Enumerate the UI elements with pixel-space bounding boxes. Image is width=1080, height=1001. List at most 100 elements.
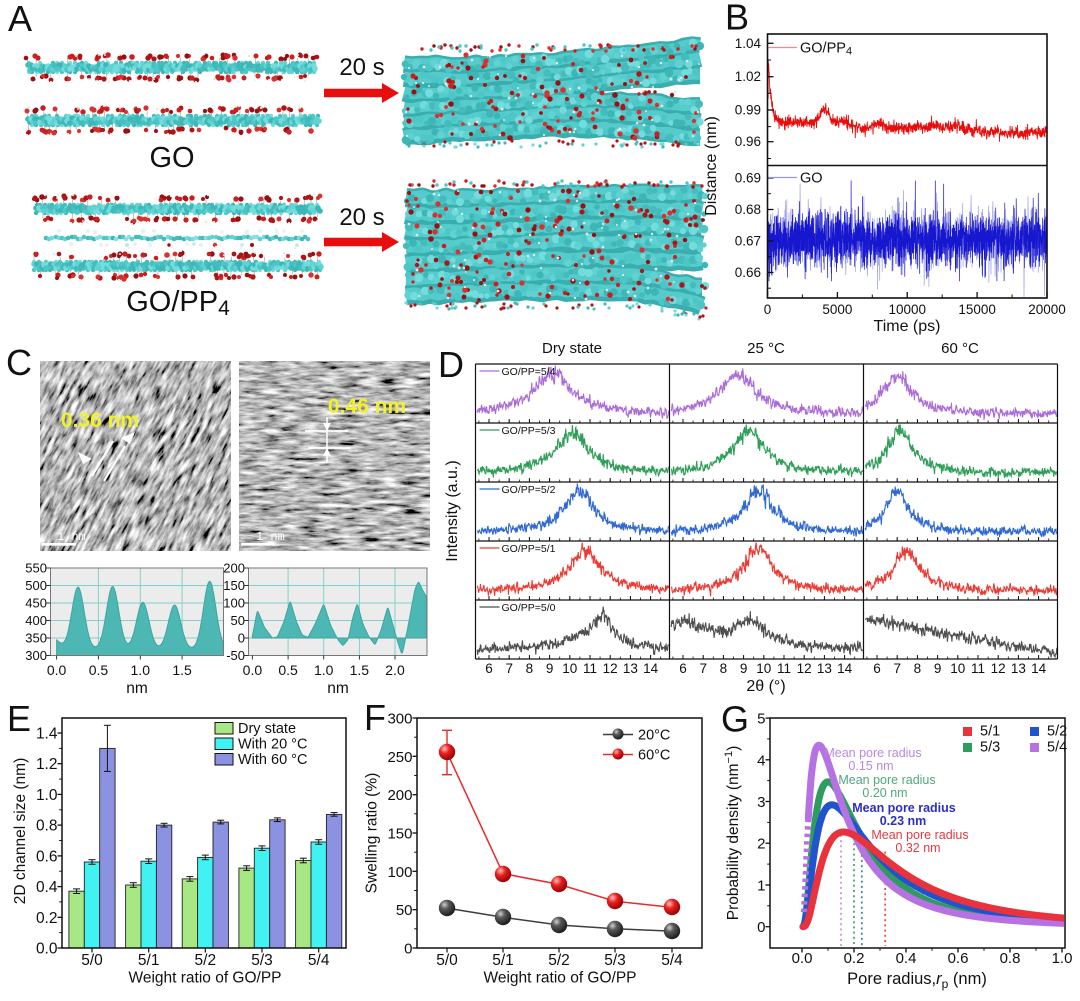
svg-text:GO/PP=5/4: GO/PP=5/4 bbox=[502, 366, 556, 378]
svg-text:14: 14 bbox=[643, 661, 659, 676]
svg-text:0.0: 0.0 bbox=[47, 662, 67, 678]
svg-text:F: F bbox=[364, 697, 386, 738]
svg-text:0: 0 bbox=[757, 919, 765, 936]
svg-text:20 s: 20 s bbox=[339, 204, 384, 231]
svg-text:10: 10 bbox=[562, 661, 577, 676]
svg-text:Swelling ratio (%): Swelling ratio (%) bbox=[364, 773, 381, 894]
svg-text:150: 150 bbox=[387, 826, 412, 843]
svg-text:13: 13 bbox=[1011, 661, 1026, 676]
svg-text:11: 11 bbox=[971, 661, 985, 676]
svg-text:9: 9 bbox=[934, 661, 942, 676]
svg-text:1.0: 1.0 bbox=[36, 787, 58, 804]
svg-text:7: 7 bbox=[505, 661, 513, 676]
svg-text:GO/PP=5/0: GO/PP=5/0 bbox=[502, 602, 556, 614]
svg-text:6: 6 bbox=[485, 661, 493, 676]
svg-text:E: E bbox=[7, 698, 31, 739]
svg-text:60°C: 60°C bbox=[638, 748, 670, 764]
svg-text:11: 11 bbox=[583, 661, 597, 676]
svg-text:300: 300 bbox=[25, 648, 47, 663]
svg-text:1: 1 bbox=[757, 877, 765, 894]
svg-text:2.0: 2.0 bbox=[385, 662, 405, 678]
svg-text:11: 11 bbox=[777, 661, 791, 676]
svg-text:0.0: 0.0 bbox=[36, 941, 58, 958]
svg-text:13: 13 bbox=[817, 661, 832, 676]
svg-text:0.99: 0.99 bbox=[735, 103, 761, 118]
svg-text:Weight ratio of GO/PP: Weight ratio of GO/PP bbox=[128, 970, 281, 987]
svg-text:400: 400 bbox=[25, 613, 47, 628]
svg-text:2: 2 bbox=[757, 836, 765, 853]
svg-text:1.2: 1.2 bbox=[36, 756, 58, 773]
svg-text:2θ (°): 2θ (°) bbox=[746, 678, 785, 695]
svg-text:0.2: 0.2 bbox=[844, 950, 865, 967]
svg-text:6: 6 bbox=[873, 661, 881, 676]
svg-text:0.15 nm: 0.15 nm bbox=[848, 759, 893, 773]
svg-text:0.23 nm: 0.23 nm bbox=[880, 814, 927, 828]
svg-text:14: 14 bbox=[837, 661, 853, 676]
svg-text:10: 10 bbox=[756, 661, 771, 676]
svg-text:5/1: 5/1 bbox=[138, 952, 160, 969]
svg-text:1.5: 1.5 bbox=[172, 662, 192, 678]
svg-text:2D channel size (nm): 2D channel size (nm) bbox=[12, 758, 29, 904]
svg-text:5/2: 5/2 bbox=[195, 952, 217, 969]
svg-text:7: 7 bbox=[699, 661, 707, 676]
svg-text:350: 350 bbox=[25, 631, 47, 646]
svg-text:1.04: 1.04 bbox=[735, 36, 762, 51]
svg-text:Time (ps): Time (ps) bbox=[874, 318, 941, 335]
svg-text:20 s: 20 s bbox=[339, 54, 384, 81]
svg-text:1.0: 1.0 bbox=[1052, 950, 1073, 967]
svg-text:50: 50 bbox=[231, 613, 245, 628]
svg-text:Pore radius,rp (nm): Pore radius,rp (nm) bbox=[847, 970, 987, 991]
svg-text:Dry state: Dry state bbox=[542, 340, 602, 357]
svg-text:0.4: 0.4 bbox=[36, 879, 58, 896]
svg-text:6: 6 bbox=[679, 661, 687, 676]
svg-text:0.0: 0.0 bbox=[792, 950, 813, 967]
svg-text:GO/PP4: GO/PP4 bbox=[800, 41, 852, 58]
svg-text:25 °C: 25 °C bbox=[747, 340, 785, 357]
svg-text:15000: 15000 bbox=[958, 302, 996, 317]
svg-text:1.0: 1.0 bbox=[314, 662, 334, 678]
svg-text:Mean pore radius: Mean pore radius bbox=[824, 746, 921, 760]
svg-text:Intensity (a.u.): Intensity (a.u.) bbox=[444, 460, 461, 561]
svg-text:150: 150 bbox=[223, 578, 245, 593]
svg-text:G: G bbox=[721, 699, 749, 740]
svg-text:Probability density (nm−1): Probability density (nm−1) bbox=[723, 746, 742, 921]
svg-text:0.32 nm: 0.32 nm bbox=[895, 841, 940, 855]
svg-text:0.20 nm: 0.20 nm bbox=[862, 786, 907, 800]
svg-text:5/0: 5/0 bbox=[81, 952, 103, 969]
svg-text:5/3: 5/3 bbox=[251, 952, 273, 969]
svg-text:1.02: 1.02 bbox=[735, 69, 761, 84]
svg-text:0.66: 0.66 bbox=[735, 265, 761, 280]
svg-text:Dry state: Dry state bbox=[238, 721, 296, 737]
svg-text:0.67: 0.67 bbox=[735, 234, 761, 249]
svg-text:550: 550 bbox=[25, 561, 47, 576]
svg-text:Mean pore radius: Mean pore radius bbox=[838, 773, 935, 787]
svg-text:1 nm: 1 nm bbox=[57, 530, 86, 544]
svg-text:0.6: 0.6 bbox=[36, 848, 58, 865]
svg-text:nm: nm bbox=[327, 680, 349, 697]
svg-text:Distance (nm): Distance (nm) bbox=[703, 116, 720, 216]
svg-text:1.0: 1.0 bbox=[131, 662, 151, 678]
svg-text:250: 250 bbox=[387, 749, 412, 766]
svg-text:0: 0 bbox=[404, 941, 412, 958]
svg-text:7: 7 bbox=[893, 661, 901, 676]
svg-text:With 20 °C: With 20 °C bbox=[238, 737, 307, 753]
svg-text:5/4: 5/4 bbox=[1047, 740, 1067, 756]
svg-text:5/0: 5/0 bbox=[436, 952, 458, 969]
svg-text:1.4: 1.4 bbox=[36, 726, 58, 743]
svg-text:5/2: 5/2 bbox=[548, 952, 570, 969]
svg-text:0.8: 0.8 bbox=[1000, 950, 1021, 967]
svg-text:5/4: 5/4 bbox=[308, 952, 330, 969]
svg-text:5/1: 5/1 bbox=[980, 724, 1000, 740]
svg-text:0: 0 bbox=[764, 302, 772, 317]
svg-text:8: 8 bbox=[914, 661, 922, 676]
svg-text:450: 450 bbox=[25, 596, 47, 611]
svg-text:8: 8 bbox=[720, 661, 728, 676]
svg-text:Weight ratio of GO/PP: Weight ratio of GO/PP bbox=[483, 970, 636, 987]
svg-text:GO/PP=5/2: GO/PP=5/2 bbox=[502, 484, 556, 496]
svg-text:1 nm: 1 nm bbox=[256, 530, 285, 544]
svg-text:C: C bbox=[6, 342, 32, 383]
svg-text:0.6: 0.6 bbox=[948, 950, 969, 967]
svg-text:5000: 5000 bbox=[822, 302, 852, 317]
svg-text:14: 14 bbox=[1031, 661, 1047, 676]
svg-text:Mean pore radius: Mean pore radius bbox=[852, 801, 956, 815]
